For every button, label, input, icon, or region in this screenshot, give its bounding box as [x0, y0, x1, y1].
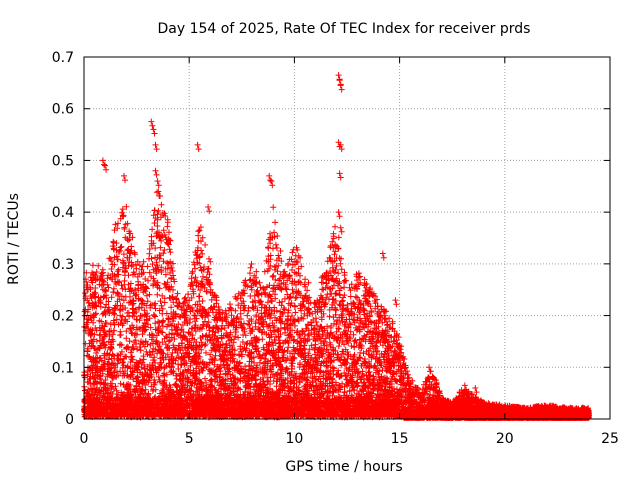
x-tick-label: 0 — [80, 431, 89, 447]
y-tick-label: 0.2 — [52, 309, 74, 325]
y-tick-label: 0 — [65, 412, 74, 428]
x-axis-label: GPS time / hours — [285, 459, 402, 475]
axis-ticks — [83, 56, 611, 420]
y-tick-label: 0.4 — [52, 205, 74, 221]
chart-title: Day 154 of 2025, Rate Of TEC Index for r… — [158, 21, 531, 37]
x-tick-labels: 0 5 10 15 20 25 — [80, 431, 619, 447]
y-tick-label: 0.6 — [52, 102, 74, 118]
plus-markers — [81, 72, 592, 421]
y-axis-label: ROTI / TECUs — [6, 193, 22, 285]
x-tick-label: 10 — [285, 431, 303, 447]
x-tick-label: 20 — [496, 431, 514, 447]
x-tick-label: 25 — [601, 431, 619, 447]
y-tick-label: 0.7 — [52, 50, 74, 66]
x-tick-label: 15 — [391, 431, 409, 447]
y-tick-label: 0.3 — [52, 257, 74, 273]
data-points — [81, 72, 592, 421]
plot-frame — [83, 56, 611, 420]
y-tick-label: 0.5 — [52, 153, 74, 169]
y-tick-labels: 0 0.1 0.2 0.3 0.4 0.5 0.6 0.7 — [52, 50, 74, 428]
y-tick-label: 0.1 — [52, 360, 74, 376]
x-tick-label: 5 — [185, 431, 194, 447]
